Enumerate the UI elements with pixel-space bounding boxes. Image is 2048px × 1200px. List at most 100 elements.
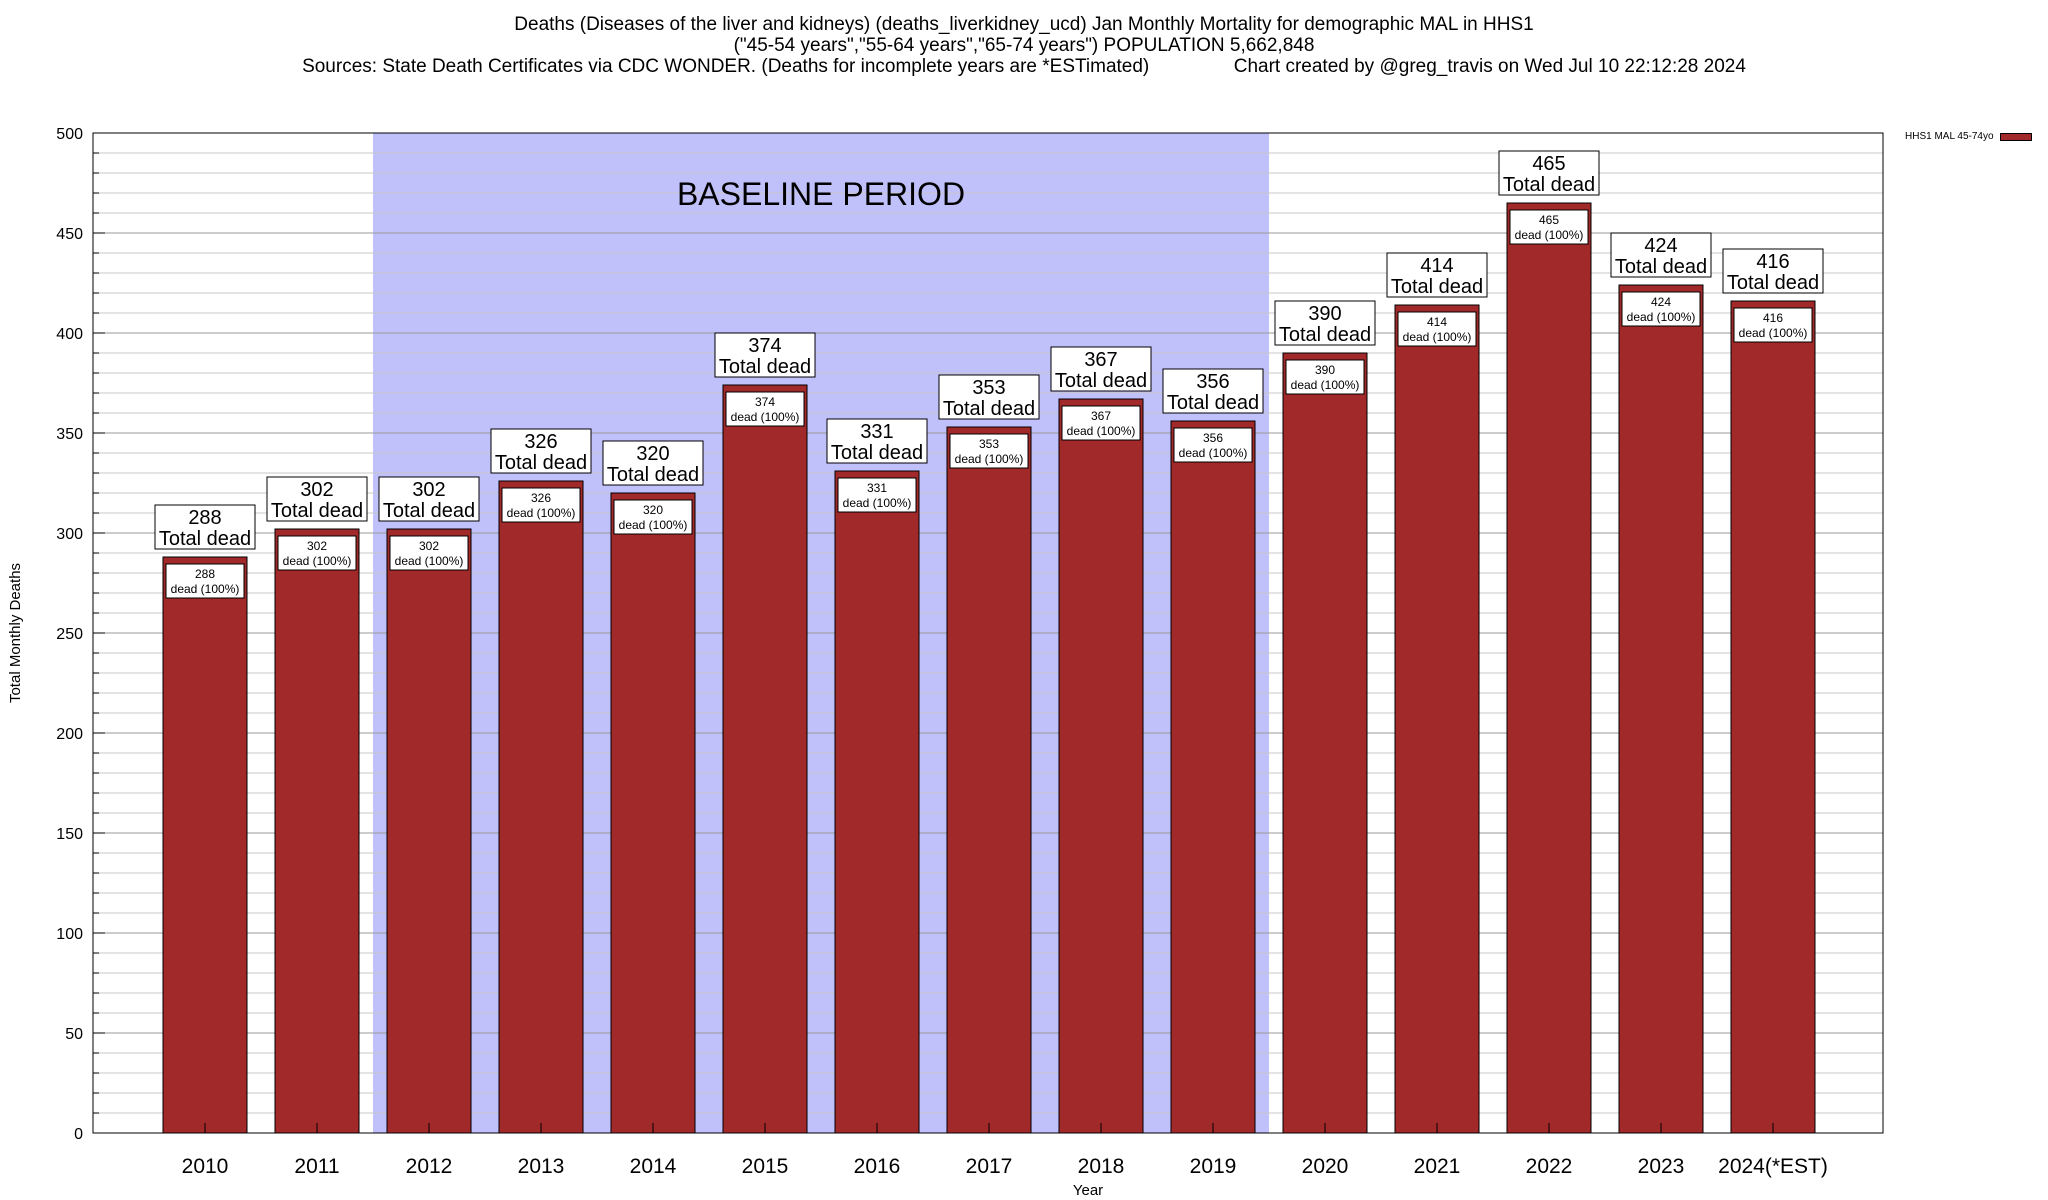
- x-axis-label: Year: [1073, 1182, 1103, 1199]
- y-tick-label: 200: [56, 726, 83, 743]
- bar-inner-value: 331: [867, 481, 887, 495]
- bar-inner-label-box: [1397, 311, 1477, 347]
- bar-top-label-box: [1722, 248, 1824, 294]
- bar-top-label-box: [938, 374, 1040, 420]
- bar-inner-value: 414: [1427, 315, 1447, 329]
- bar-top-label: Total dead: [159, 528, 251, 550]
- bar-top-label: Total dead: [1727, 272, 1819, 294]
- bar-inner-value: 288: [195, 567, 215, 581]
- bar-inner-label-box: [949, 433, 1029, 469]
- bar-top-value: 374: [748, 335, 781, 357]
- bar-top-label-box: [1386, 252, 1488, 298]
- bar: [1058, 398, 1144, 1134]
- bar-top-value: 424: [1644, 235, 1677, 257]
- bar: [1170, 420, 1256, 1134]
- x-tick-label: 2019: [1190, 1155, 1237, 1178]
- y-tick-label: 350: [56, 426, 83, 443]
- y-tick-label: 100: [56, 926, 83, 943]
- bar-top-label: Total dead: [1055, 370, 1147, 392]
- bar-top-label: Total dead: [943, 398, 1035, 420]
- bar-top-label: Total dead: [831, 442, 923, 464]
- y-tick-label: 500: [56, 126, 83, 143]
- bar-top-label-box: [714, 332, 816, 378]
- bar-top-value: 302: [412, 479, 445, 501]
- y-tick-label: 0: [74, 1126, 83, 1143]
- bar-top-value: 416: [1756, 251, 1789, 273]
- bar-inner-value: 353: [979, 437, 999, 451]
- bar-inner-value: 302: [307, 539, 327, 553]
- bar-inner-label: dead (100%): [507, 506, 576, 520]
- bar-top-label: Total dead: [271, 500, 363, 522]
- x-tick-label: 2022: [1526, 1155, 1573, 1178]
- y-axis-label: Total Monthly Deaths: [7, 563, 24, 703]
- bar-top-label-box: [1050, 346, 1152, 392]
- bar-inner-label-box: [613, 499, 693, 535]
- bar-top-value: 288: [188, 507, 221, 529]
- bar-inner-label-box: [1509, 209, 1589, 245]
- bar: [1730, 300, 1816, 1134]
- bar-top-label: Total dead: [1391, 276, 1483, 298]
- bar-top-label-box: [1162, 368, 1264, 414]
- legend-label: HHS1 MAL 45-74yo: [1905, 131, 1994, 142]
- bar-inner-label-box: [1733, 307, 1813, 343]
- bar-inner-value: 390: [1315, 363, 1335, 377]
- bar-top-label-box: [154, 504, 256, 550]
- bar-inner-value: 356: [1203, 431, 1223, 445]
- bar-top-value: 326: [524, 431, 557, 453]
- bar-inner-label: dead (100%): [171, 582, 240, 596]
- bar: [1282, 352, 1368, 1134]
- title-line-3: Sources: State Death Certificates via CD…: [302, 56, 1746, 77]
- bar-top-value: 356: [1196, 371, 1229, 393]
- bar-top-value: 353: [972, 377, 1005, 399]
- legend: HHS1 MAL 45-74yo: [1905, 131, 2032, 142]
- bar-top-value: 331: [860, 421, 893, 443]
- bar-inner-value: 326: [531, 491, 551, 505]
- bar-top-label-box: [1274, 300, 1376, 346]
- bar-inner-label: dead (100%): [1627, 310, 1696, 324]
- bar-inner-value: 465: [1539, 213, 1559, 227]
- bar-inner-label-box: [165, 563, 245, 599]
- bar: [946, 426, 1032, 1134]
- bar-top-label: Total dead: [383, 500, 475, 522]
- x-tick-label: 2023: [1638, 1155, 1685, 1178]
- bar-top-label: Total dead: [1615, 256, 1707, 278]
- y-tick-label: 50: [65, 1026, 83, 1043]
- plot-border: [92, 132, 1884, 1134]
- baseline-label: BASELINE PERIOD: [677, 176, 965, 212]
- y-tick-label: 250: [56, 626, 83, 643]
- bar-inner-label-box: [1061, 405, 1141, 441]
- title-line-2: ("45-54 years","55-64 years","65-74 year…: [733, 35, 1315, 56]
- bar-top-label-box: [826, 418, 928, 464]
- bar: [610, 492, 696, 1134]
- chart-title: Deaths (Diseases of the liver and kidney…: [0, 14, 2048, 77]
- bar-inner-label-box: [1621, 291, 1701, 327]
- bar-inner-label-box: [277, 535, 357, 571]
- bar: [1506, 202, 1592, 1134]
- bar-top-label-box: [378, 476, 480, 522]
- bar-inner-value: 367: [1091, 409, 1111, 423]
- bar-inner-label: dead (100%): [283, 554, 352, 568]
- bar-top-label: Total dead: [1279, 324, 1371, 346]
- bar-inner-label-box: [1285, 359, 1365, 395]
- bar-top-label-box: [490, 428, 592, 474]
- bar-top-label: Total dead: [1167, 392, 1259, 414]
- bar-inner-label: dead (100%): [1067, 424, 1136, 438]
- bar-inner-label: dead (100%): [1403, 330, 1472, 344]
- x-tick-label: 2013: [518, 1155, 565, 1178]
- bar-inner-label-box: [389, 535, 469, 571]
- bar: [162, 556, 248, 1134]
- x-tick-label: 2011: [294, 1155, 339, 1178]
- bar-top-value: 320: [636, 443, 669, 465]
- y-tick-label: 300: [56, 526, 83, 543]
- x-tick-label: 2014: [630, 1155, 677, 1178]
- bar-inner-label-box: [501, 487, 581, 523]
- bar: [386, 528, 472, 1134]
- bar-top-label: Total dead: [607, 464, 699, 486]
- bar-inner-label: dead (100%): [843, 496, 912, 510]
- bar-inner-label: dead (100%): [1739, 326, 1808, 340]
- bar-inner-value: 320: [643, 503, 663, 517]
- bar-inner-label: dead (100%): [1515, 228, 1584, 242]
- bar-top-label-box: [602, 440, 704, 486]
- bar-inner-label-box: [725, 391, 805, 427]
